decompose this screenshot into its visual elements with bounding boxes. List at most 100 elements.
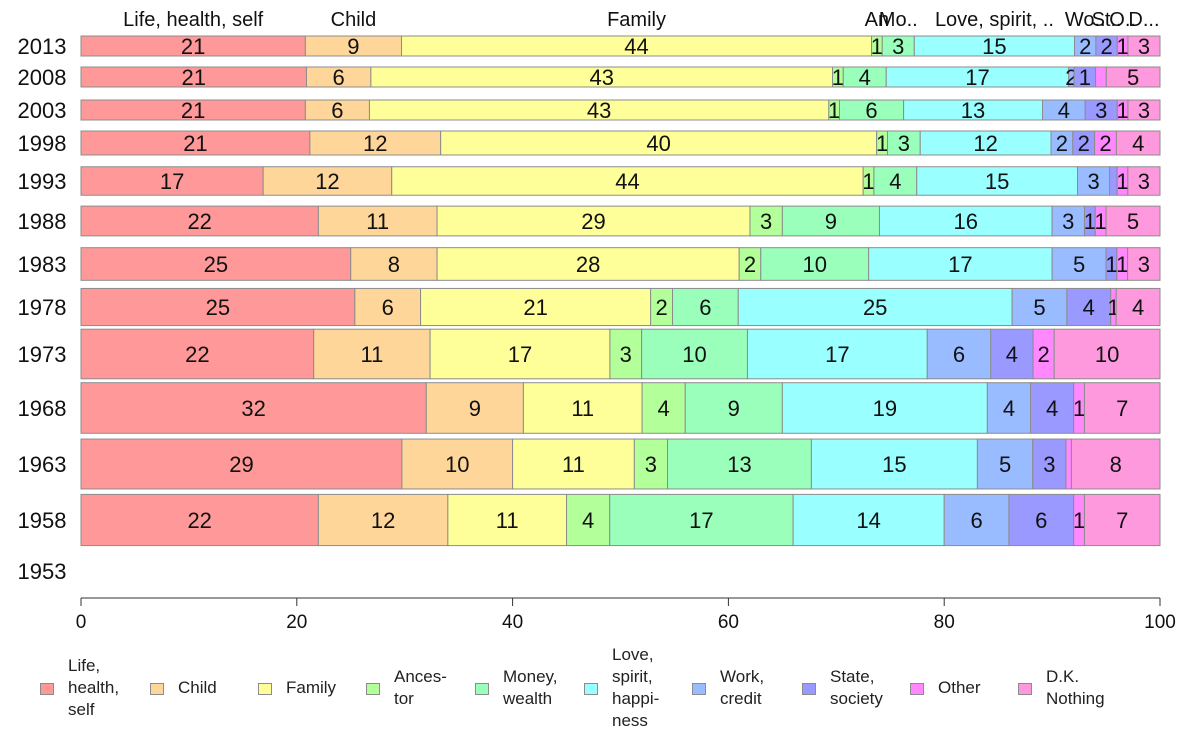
bar-value-label: 1 xyxy=(876,131,888,156)
bar-value-label: 3 xyxy=(1087,169,1099,194)
bar-segment xyxy=(781,382,988,434)
year-label: 1953 xyxy=(18,559,67,584)
bar-value-label: 21 xyxy=(181,65,205,90)
bar-value-label: 21 xyxy=(181,34,205,59)
bar-value-label: 2 xyxy=(1038,342,1050,367)
bar-segment xyxy=(80,328,315,380)
bar-segment xyxy=(1127,99,1161,121)
bar-value-label: 7 xyxy=(1116,508,1128,533)
legend-label: D.K. Nothing xyxy=(1046,667,1105,708)
legend-swatch xyxy=(475,683,489,695)
bar-segment xyxy=(1030,382,1075,434)
top-category-label: Wo.. xyxy=(1065,9,1106,31)
year-label: 1968 xyxy=(18,396,67,421)
bar-value-label: 3 xyxy=(1138,98,1150,123)
bar-value-label: 10 xyxy=(1095,342,1119,367)
legend-swatch xyxy=(366,683,380,695)
bar-segment xyxy=(1011,287,1068,327)
year-label: 1973 xyxy=(18,342,67,367)
legend-label: Ances- tor xyxy=(394,667,447,708)
legend-swatch xyxy=(584,683,598,695)
bar-value-label: 40 xyxy=(646,131,670,156)
bar-value-label: 6 xyxy=(865,98,877,123)
bar-value-label: 22 xyxy=(187,508,211,533)
bar-value-label: 22 xyxy=(185,342,209,367)
legend: Life, health, self Child Family Ances- tor M… xyxy=(0,640,1188,736)
bar-value-label: 21 xyxy=(523,295,547,320)
bar-segment xyxy=(684,382,783,434)
bar-value-label: 1 xyxy=(1079,65,1091,90)
bar-segment xyxy=(916,166,1078,196)
bar-value-label: 1 xyxy=(1116,169,1128,194)
bar-value-label: 5 xyxy=(1127,209,1139,234)
legend-swatch xyxy=(802,683,816,695)
bar-value-label: 10 xyxy=(445,452,469,477)
bar-segment xyxy=(1070,438,1161,490)
x-tick-label: 0 xyxy=(76,612,87,633)
bar-segment xyxy=(1105,205,1161,237)
legend-label: State, society xyxy=(830,667,883,708)
bar-segment xyxy=(1127,35,1161,57)
top-category-label: St.. xyxy=(1092,9,1122,31)
bar-value-label: 1 xyxy=(862,169,874,194)
bar-value-label: 1 xyxy=(828,98,840,123)
bar-value-label: 12 xyxy=(315,169,339,194)
bar-segment xyxy=(737,287,1013,327)
bar-value-label: 2 xyxy=(1079,34,1091,59)
bar-value-label: 3 xyxy=(1062,209,1074,234)
bar-value-label: 4 xyxy=(1006,342,1018,367)
year-label: 1998 xyxy=(18,131,67,156)
year-label: 2013 xyxy=(18,34,67,59)
year-label: 1963 xyxy=(18,452,67,477)
bar-value-label: 5 xyxy=(1033,295,1045,320)
x-tick-label: 100 xyxy=(1144,612,1176,633)
top-category-label: O.. xyxy=(1109,9,1136,31)
bar-value-label: 1 xyxy=(1073,396,1085,421)
bar-value-label: 25 xyxy=(206,295,230,320)
bar-segment xyxy=(425,382,524,434)
bar-segment xyxy=(80,205,319,237)
bar-value-label: 6 xyxy=(333,65,345,90)
bar-value-label: 11 xyxy=(571,396,594,421)
bar-value-label: 4 xyxy=(1083,295,1095,320)
bar-value-label: 15 xyxy=(982,34,1006,59)
legend-label: Life, health, self xyxy=(68,656,120,719)
bar-segment xyxy=(80,493,319,547)
bar-segment xyxy=(609,328,643,380)
legend-swatch xyxy=(258,683,272,695)
bar-value-label: 2 xyxy=(1078,131,1090,156)
bar-segment xyxy=(887,130,921,156)
bar-value-label: 25 xyxy=(863,295,887,320)
bar-value-label: 44 xyxy=(615,169,639,194)
bar-segment xyxy=(1105,66,1161,88)
bar-segment xyxy=(429,328,611,380)
x-tick-label: 20 xyxy=(286,612,307,633)
bar-value-label: 17 xyxy=(689,508,713,533)
bar-segment xyxy=(1032,438,1067,490)
bar-segment xyxy=(447,493,568,547)
top-category-label: An xyxy=(865,9,889,31)
bar-value-label: 1 xyxy=(1073,508,1085,533)
bar-segment xyxy=(1127,247,1161,281)
bar-value-label: 5 xyxy=(1127,65,1139,90)
bar-value-label: 15 xyxy=(882,452,906,477)
bar-value-label: 6 xyxy=(970,508,982,533)
top-category-label: Mo.. xyxy=(879,9,918,31)
bar-value-label: 17 xyxy=(948,252,972,277)
bar-value-label: 1 xyxy=(1084,209,1096,234)
bar-value-label: 6 xyxy=(382,295,394,320)
bar-segment xyxy=(760,247,870,281)
bar-segment xyxy=(633,438,669,490)
bar-value-label: 3 xyxy=(645,452,657,477)
bar-segment xyxy=(943,493,1010,547)
bar-segment xyxy=(792,493,945,547)
bar-value-label: 2 xyxy=(655,295,667,320)
year-label: 1958 xyxy=(18,508,67,533)
bar-value-label: 4 xyxy=(1058,98,1070,123)
bar-value-label: 11 xyxy=(360,342,383,367)
bar-value-label: 6 xyxy=(331,98,343,123)
bar-value-label: 9 xyxy=(469,396,481,421)
year-label: 1978 xyxy=(18,295,67,320)
bar-value-label: 9 xyxy=(728,396,740,421)
bar-value-label: 4 xyxy=(1132,131,1144,156)
